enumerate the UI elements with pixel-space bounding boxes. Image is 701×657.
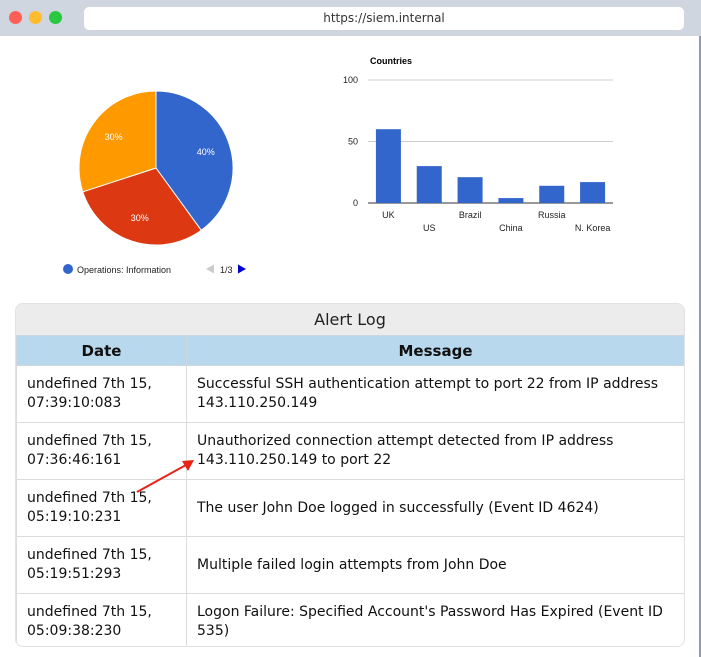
pie-slice-label: 30%	[131, 213, 149, 223]
bar[interactable]	[539, 185, 565, 203]
browser-chrome: https://siem.internal	[0, 0, 701, 36]
pie-slice-label: 40%	[197, 147, 215, 157]
row-date: undefined 7th 15, 05:19:10:231	[16, 479, 187, 537]
row-date: undefined 7th 15, 07:36:46:161	[16, 422, 187, 480]
chart-title: Countries	[370, 56, 412, 66]
legend-swatch	[63, 264, 73, 274]
row-date: undefined 7th 15, 05:19:51:293	[16, 536, 187, 594]
dashboard-charts: 40% 30% 30% Operations: Information 1/3 Co…	[0, 36, 699, 296]
table-row[interactable]: undefined 7th 15, 07:36:46:161 Unauthori…	[16, 422, 684, 480]
bar[interactable]	[498, 198, 524, 203]
bar-chart: Countries 0 50 100 UK US Brazil China Russia N. …	[343, 56, 613, 233]
table-row[interactable]: undefined 7th 15, 05:09:38:230 Logon Fai…	[16, 593, 684, 646]
legend-prev-icon[interactable]	[206, 264, 214, 274]
bar[interactable]	[580, 182, 606, 203]
table-row[interactable]: undefined 7th 15, 05:19:51:293 Multiple …	[16, 536, 684, 594]
column-header-date[interactable]: Date	[16, 335, 187, 366]
minimize-window-button[interactable]	[29, 11, 42, 24]
row-message: Unauthorized connection attempt detected…	[186, 422, 684, 480]
bar[interactable]	[457, 177, 483, 203]
y-tick-label: 0	[353, 198, 358, 208]
alert-log-title: Alert Log	[314, 310, 386, 329]
x-tick-label: N. Korea	[575, 223, 611, 233]
y-tick-label: 100	[343, 75, 358, 85]
pie-chart: 40% 30% 30%	[78, 90, 234, 246]
address-bar[interactable]: https://siem.internal	[84, 7, 684, 30]
alert-log-table: Date Message undefined 7th 15, 07:39:10:…	[16, 335, 684, 646]
x-tick-label: US	[423, 223, 436, 233]
close-window-button[interactable]	[9, 11, 22, 24]
alert-log-panel: Alert Log Date Message undefined 7th 15,…	[15, 303, 685, 647]
x-tick-label: China	[499, 223, 523, 233]
row-date: undefined 7th 15, 07:39:10:083	[16, 365, 187, 423]
bar[interactable]	[375, 129, 401, 203]
pie-slice[interactable]	[78, 90, 157, 193]
bar[interactable]	[416, 166, 442, 203]
row-message: Successful SSH authentication attempt to…	[186, 365, 684, 423]
pie-slice[interactable]	[82, 167, 202, 246]
legend-next-icon[interactable]	[238, 264, 246, 274]
legend-entry: Operations: Information	[77, 265, 171, 275]
maximize-window-button[interactable]	[49, 11, 62, 24]
x-tick-label: UK	[382, 210, 395, 220]
table-row[interactable]: undefined 7th 15, 05:19:10:231 The user …	[16, 479, 684, 537]
column-header-message[interactable]: Message	[186, 335, 684, 366]
table-row[interactable]: undefined 7th 15, 07:39:10:083 Successfu…	[16, 365, 684, 423]
row-date: undefined 7th 15, 05:09:38:230	[16, 593, 187, 646]
charts-canvas: 40% 30% 30% Operations: Information 1/3 Co…	[63, 56, 613, 275]
table-header-row: Date Message	[16, 335, 684, 366]
row-message: Multiple failed login attempts from John…	[186, 536, 684, 594]
pie-legend: Operations: Information 1/3	[63, 264, 246, 275]
y-tick-label: 50	[348, 137, 358, 147]
x-tick-label: Russia	[538, 210, 566, 220]
window-border	[699, 36, 701, 657]
legend-pager: 1/3	[220, 265, 233, 275]
pie-slice[interactable]	[155, 90, 234, 231]
row-message: Logon Failure: Specified Account's Passw…	[186, 593, 684, 646]
pie-slice-label: 30%	[105, 132, 123, 142]
row-message: The user John Doe logged in successfully…	[186, 479, 684, 537]
x-tick-label: Brazil	[459, 210, 482, 220]
